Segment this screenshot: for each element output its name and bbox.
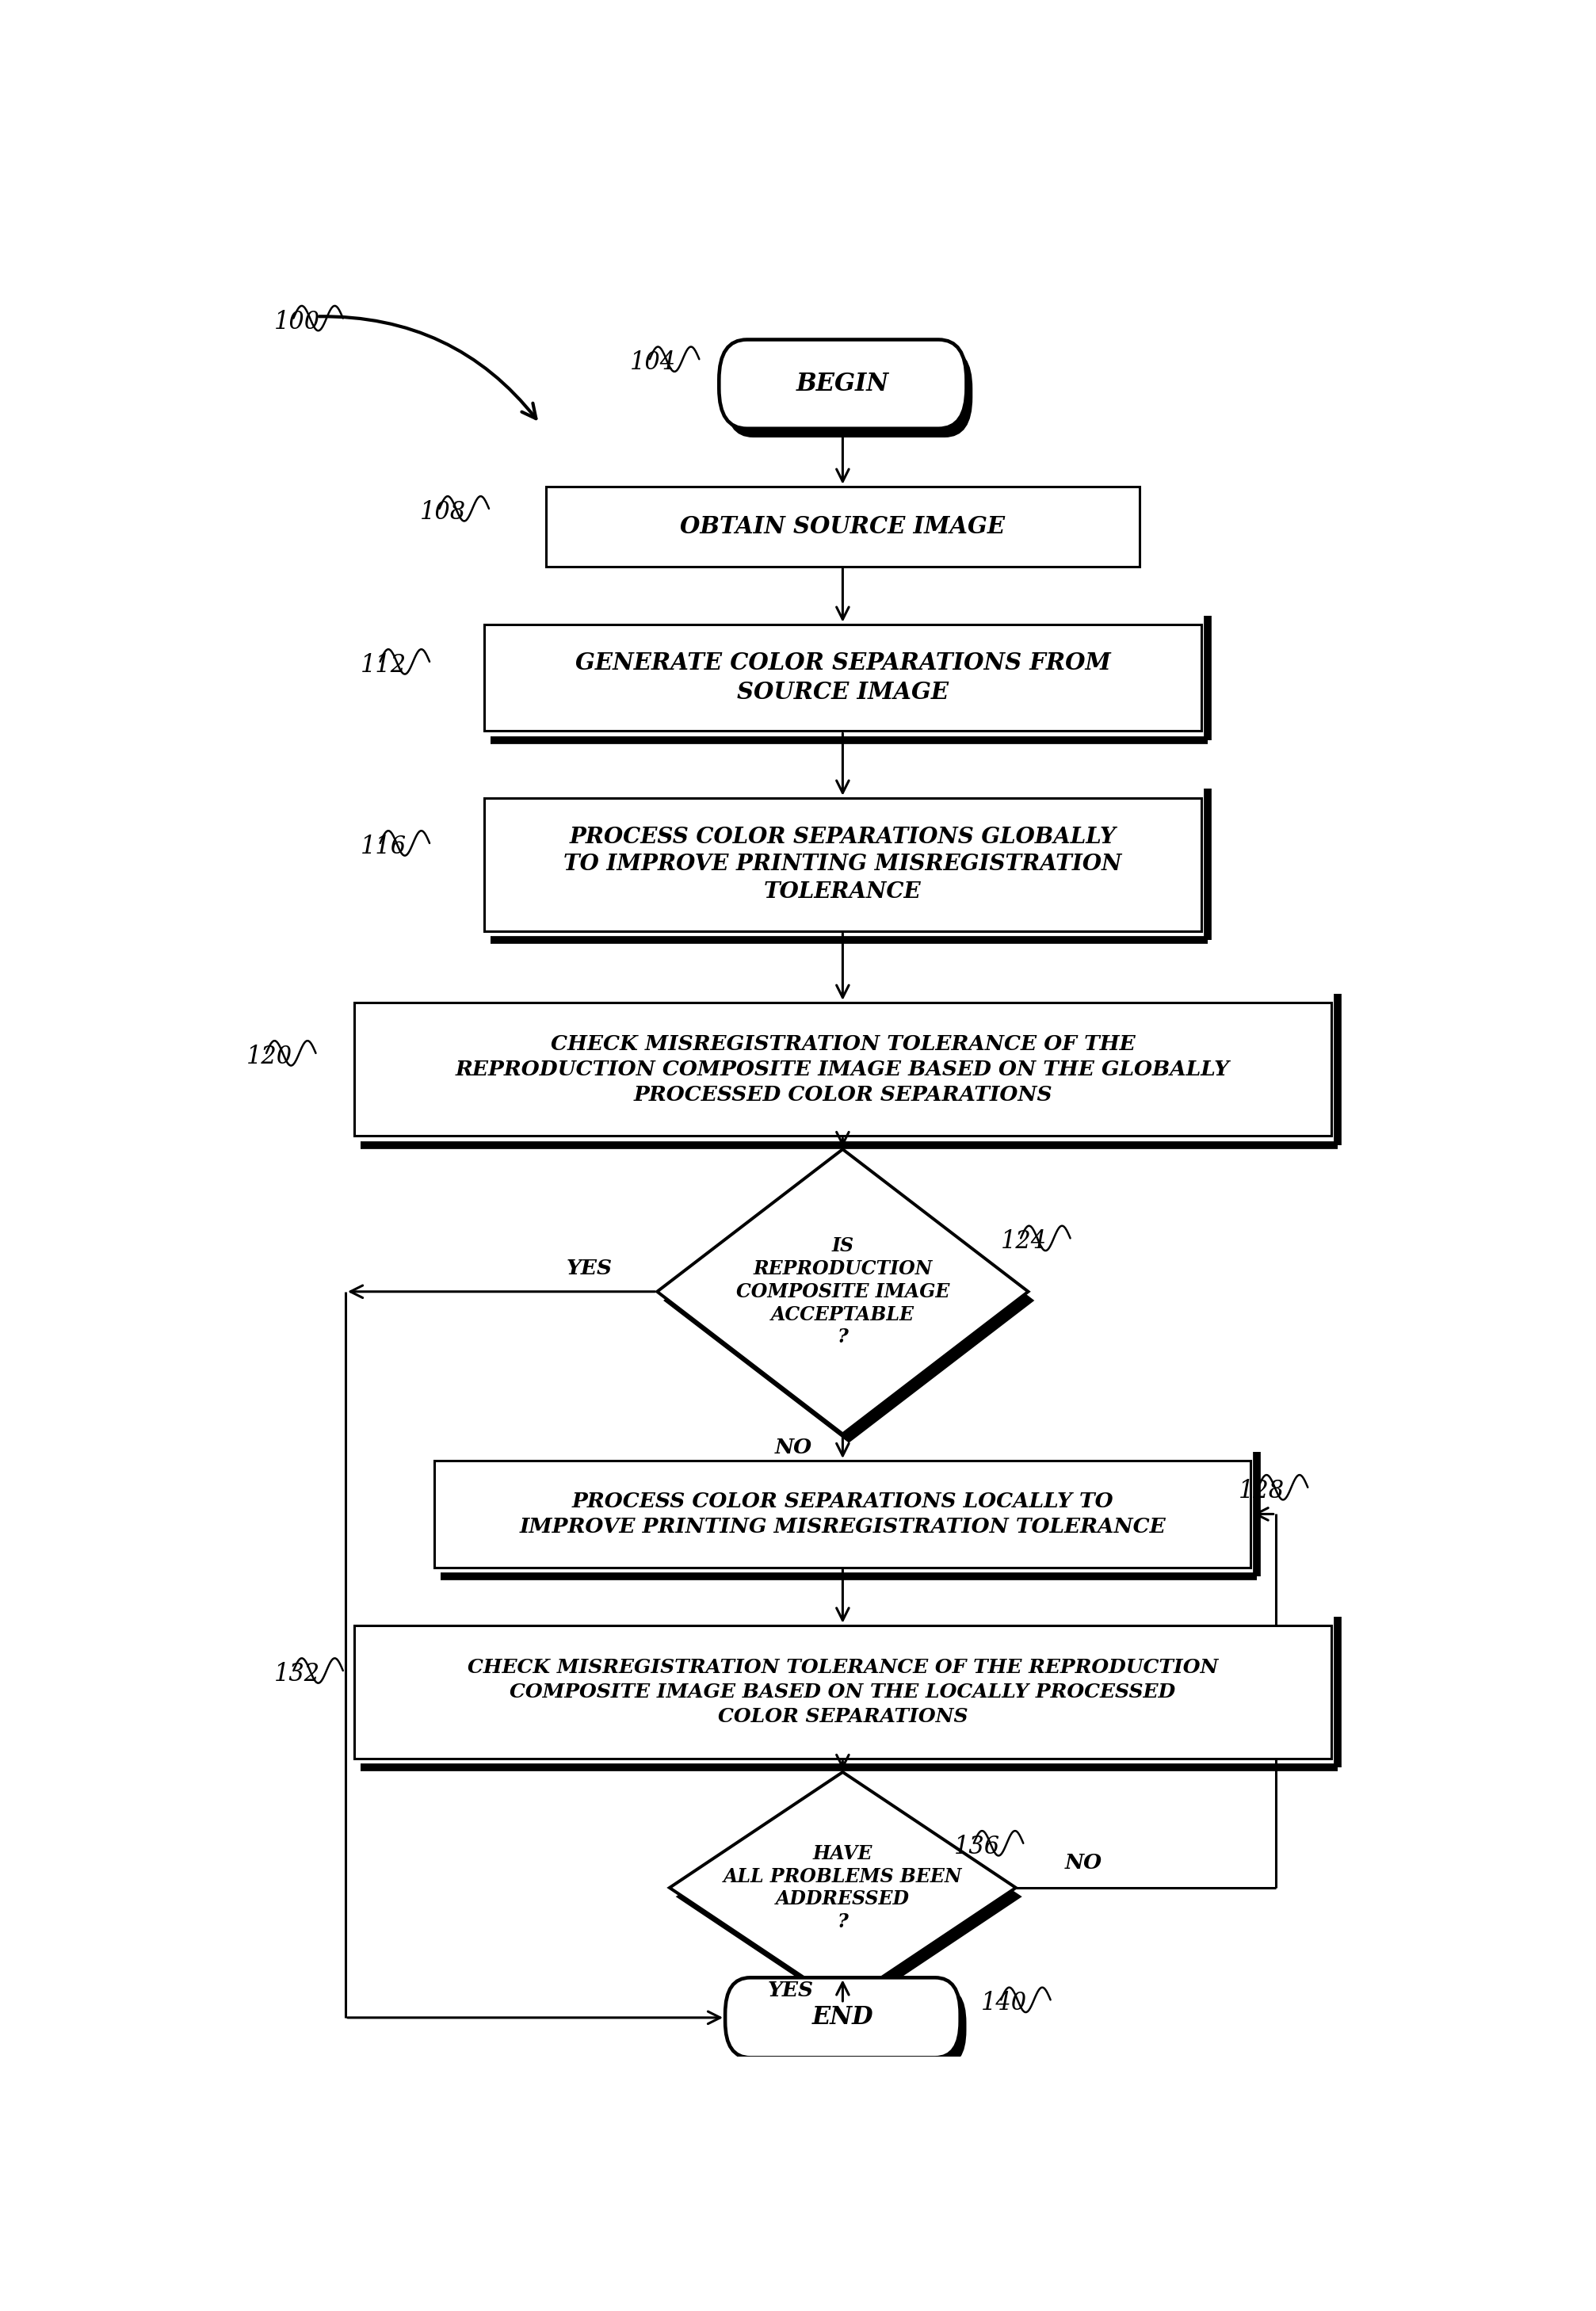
- Text: END: END: [812, 2006, 873, 2029]
- Text: CHECK MISREGISTRATION TOLERANCE OF THE
REPRODUCTION COMPOSITE IMAGE BASED ON THE: CHECK MISREGISTRATION TOLERANCE OF THE R…: [455, 1033, 1231, 1105]
- Text: GENERATE COLOR SEPARATIONS FROM
SOURCE IMAGE: GENERATE COLOR SEPARATIONS FROM SOURCE I…: [575, 652, 1111, 705]
- Bar: [434, 1461, 1251, 1567]
- Text: CHECK MISREGISTRATION TOLERANCE OF THE REPRODUCTION
COMPOSITE IMAGE BASED ON THE: CHECK MISREGISTRATION TOLERANCE OF THE R…: [468, 1659, 1218, 1726]
- Text: BEGIN: BEGIN: [796, 372, 889, 397]
- Text: 116: 116: [361, 834, 407, 860]
- Text: 108: 108: [420, 499, 466, 525]
- FancyBboxPatch shape: [720, 340, 967, 428]
- Text: NO: NO: [774, 1437, 812, 1458]
- Bar: [546, 485, 1140, 566]
- Text: 140: 140: [982, 1992, 1028, 2015]
- Text: PROCESS COLOR SEPARATIONS LOCALLY TO
IMPROVE PRINTING MISREGISTRATION TOLERANCE: PROCESS COLOR SEPARATIONS LOCALLY TO IMP…: [519, 1491, 1167, 1537]
- Bar: [484, 797, 1202, 931]
- Text: 128: 128: [1238, 1479, 1285, 1502]
- Bar: [354, 1003, 1331, 1137]
- Text: NO: NO: [1065, 1853, 1103, 1872]
- Text: 112: 112: [361, 654, 407, 677]
- Text: OBTAIN SOURCE IMAGE: OBTAIN SOURCE IMAGE: [680, 515, 1005, 538]
- Text: 124: 124: [1001, 1229, 1047, 1255]
- FancyBboxPatch shape: [725, 349, 972, 437]
- Text: 132: 132: [275, 1662, 319, 1687]
- Bar: [484, 624, 1202, 730]
- Text: 120: 120: [246, 1045, 292, 1070]
- Text: HAVE
ALL PROBLEMS BEEN
ADDRESSED
?: HAVE ALL PROBLEMS BEEN ADDRESSED ?: [723, 1844, 962, 1932]
- Text: 136: 136: [954, 1835, 1001, 1858]
- Text: 104: 104: [630, 351, 677, 374]
- Polygon shape: [664, 1158, 1034, 1442]
- Text: PROCESS COLOR SEPARATIONS GLOBALLY
TO IMPROVE PRINTING MISREGISTRATION
TOLERANCE: PROCESS COLOR SEPARATIONS GLOBALLY TO IM…: [563, 827, 1122, 904]
- Polygon shape: [675, 1782, 1021, 2013]
- Polygon shape: [670, 1773, 1017, 2004]
- FancyBboxPatch shape: [725, 1978, 961, 2057]
- Text: IS
REPRODUCTION
COMPOSITE IMAGE
ACCEPTABLE
?: IS REPRODUCTION COMPOSITE IMAGE ACCEPTAB…: [736, 1236, 950, 1347]
- Bar: [354, 1625, 1331, 1759]
- Polygon shape: [658, 1149, 1028, 1433]
- Text: YES: YES: [567, 1259, 613, 1278]
- FancyBboxPatch shape: [731, 1987, 967, 2066]
- Text: YES: YES: [768, 1981, 814, 2001]
- Text: 100: 100: [275, 310, 319, 335]
